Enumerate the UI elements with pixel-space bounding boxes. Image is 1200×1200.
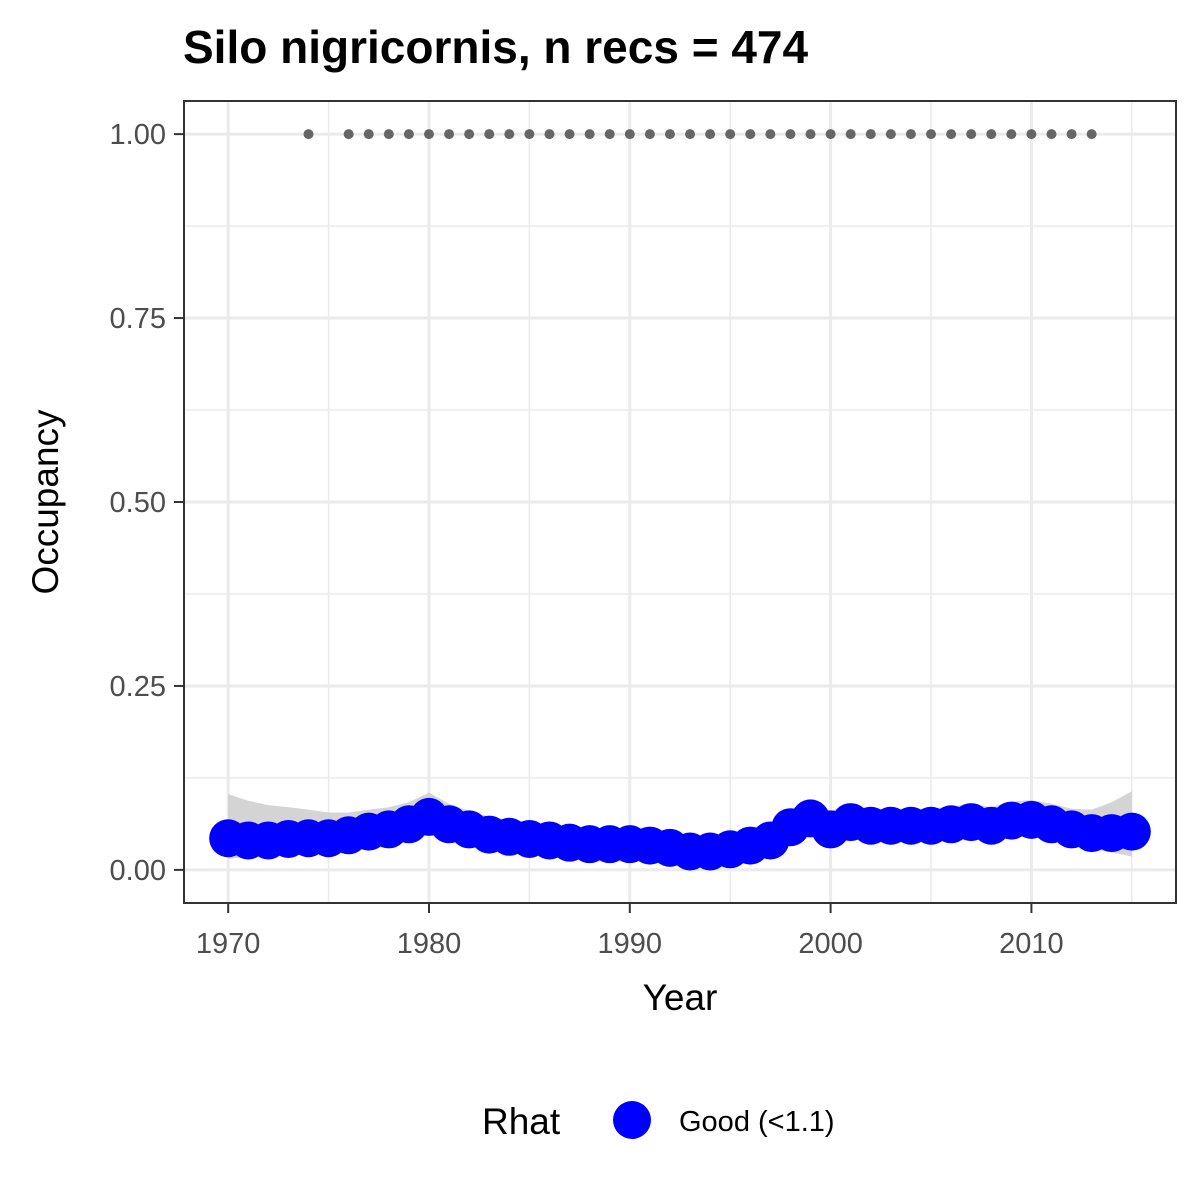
- y-axis: 0.00 0.25 0.50 0.75 1.00: [110, 119, 184, 887]
- y-tick-label: 0.75: [110, 303, 166, 335]
- record-year-point: [785, 129, 796, 140]
- x-tick-label: 1980: [397, 928, 462, 960]
- record-year-point: [765, 129, 776, 140]
- record-year-point: [705, 129, 716, 140]
- record-year-point: [1026, 129, 1037, 140]
- record-year-point: [524, 129, 535, 140]
- record-year-point: [865, 129, 876, 140]
- record-year-point: [1086, 129, 1097, 140]
- record-year-point: [946, 129, 957, 140]
- record-year-point: [604, 129, 615, 140]
- record-year-point: [444, 129, 455, 140]
- record-year-point: [383, 129, 394, 140]
- occupancy-point: [1112, 812, 1151, 851]
- x-axis: 1970 1980 1990 2000 2010: [196, 903, 1064, 960]
- record-year-point: [885, 129, 896, 140]
- record-year-point: [564, 129, 575, 140]
- chart-title: Silo nigricornis, n recs = 474: [183, 21, 809, 73]
- x-tick-label: 2000: [798, 928, 863, 960]
- record-year-point: [825, 129, 836, 140]
- record-year-point: [1046, 129, 1057, 140]
- legend-label-good: Good (<1.1): [679, 1106, 835, 1138]
- y-tick-label: 0.00: [110, 855, 166, 887]
- record-year-point: [584, 129, 595, 140]
- legend-key-good: [613, 1101, 651, 1139]
- record-year-point: [363, 129, 374, 140]
- y-tick-label: 0.50: [110, 487, 166, 519]
- y-tick-label: 1.00: [110, 119, 166, 151]
- record-year-point: [725, 129, 736, 140]
- record-year-point: [966, 129, 977, 140]
- record-year-point: [403, 129, 414, 140]
- legend: Rhat Good (<1.1): [482, 1101, 835, 1142]
- record-year-point: [464, 129, 475, 140]
- x-axis-title: Year: [643, 977, 718, 1018]
- record-year-point: [664, 129, 675, 140]
- y-tick-label: 0.25: [110, 671, 166, 703]
- x-tick-label: 2010: [999, 928, 1064, 960]
- record-year-point: [1006, 129, 1017, 140]
- x-tick-label: 1990: [598, 928, 663, 960]
- record-year-point: [845, 129, 856, 140]
- record-year-point: [805, 129, 816, 140]
- record-year-point: [423, 129, 434, 140]
- record-year-point: [624, 129, 635, 140]
- record-year-point: [1066, 129, 1077, 140]
- record-year-point: [484, 129, 495, 140]
- record-year-points: [303, 129, 1097, 140]
- major-gridlines: [184, 101, 1176, 903]
- record-year-point: [986, 129, 997, 140]
- record-year-point: [544, 129, 555, 140]
- record-year-point: [745, 129, 756, 140]
- record-year-point: [303, 129, 314, 140]
- x-tick-label: 1970: [196, 928, 261, 960]
- occupancy-estimate-points: [209, 797, 1151, 871]
- y-axis-title: Occupancy: [25, 409, 66, 595]
- record-year-point: [504, 129, 515, 140]
- record-year-point: [343, 129, 354, 140]
- record-year-point: [685, 129, 696, 140]
- legend-title: Rhat: [482, 1101, 561, 1142]
- record-year-point: [926, 129, 937, 140]
- record-year-point: [644, 129, 655, 140]
- record-year-point: [905, 129, 916, 140]
